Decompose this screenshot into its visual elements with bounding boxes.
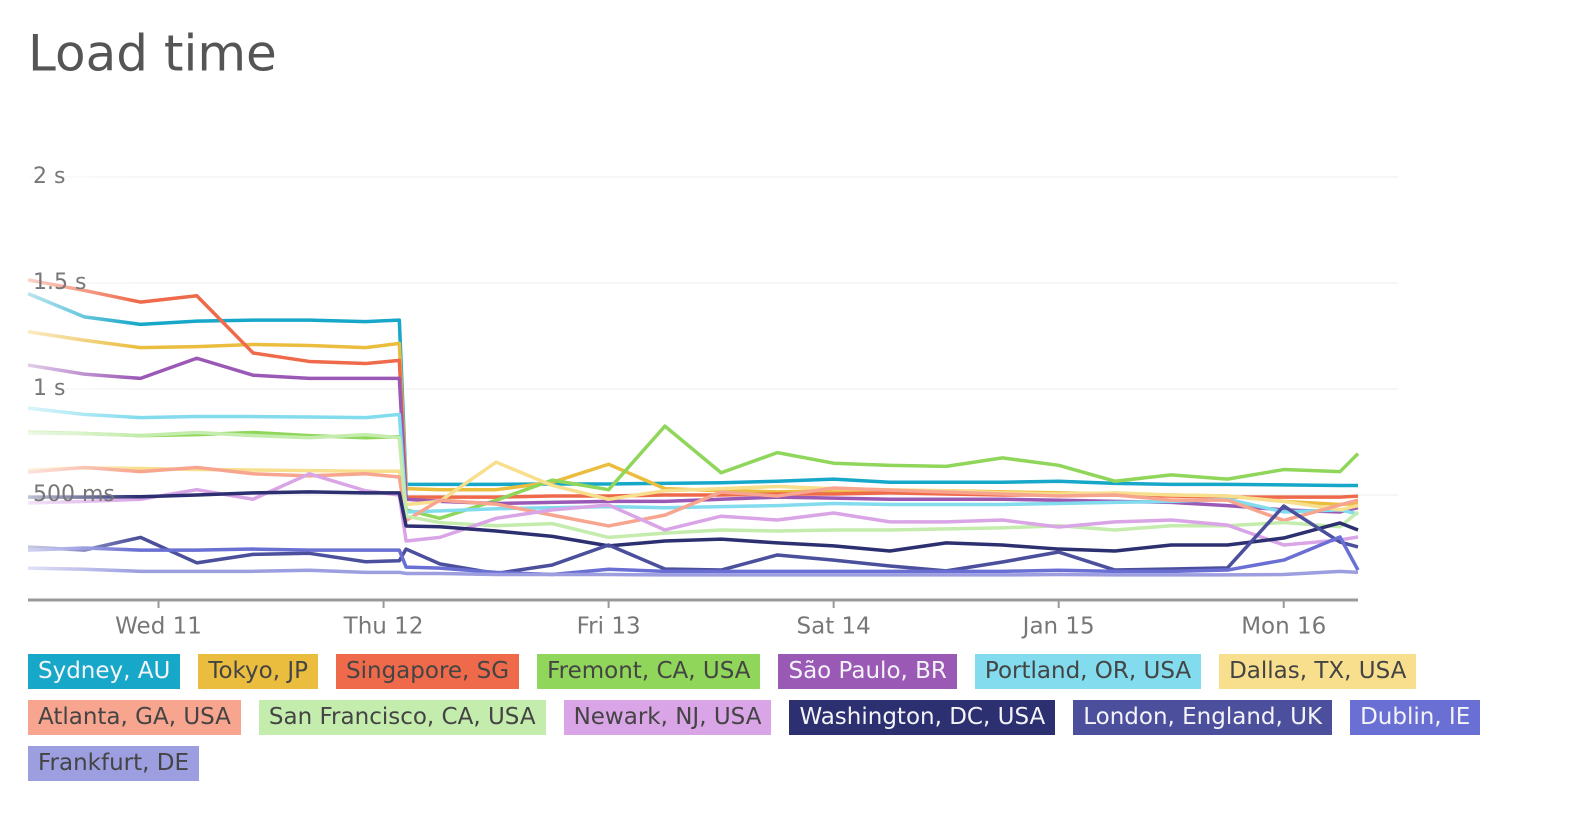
legend-item[interactable]: San Francisco, CA, USA (258, 700, 546, 735)
chart: Load time 500 ms 1 s 1.5 s 2 s Wed 11 Thu 12 F… (20, 25, 1398, 640)
series-line (27, 291, 1358, 488)
legend-item[interactable]: Dublin, IE (1350, 700, 1481, 735)
series-line (27, 535, 1360, 577)
legend: Sydney, AU Tokyo, JP Singapore, SG Fremont,… (28, 654, 1568, 781)
legend-item[interactable]: São Paulo, BR (778, 654, 957, 689)
legend-item[interactable]: Atlanta, GA, USA (28, 700, 241, 735)
legend-item[interactable]: London, England, UK (1073, 700, 1333, 735)
series-line (27, 406, 1359, 516)
series-line (27, 465, 1359, 528)
x-tick-label: Thu 12 (343, 614, 424, 640)
series-line (27, 424, 1360, 521)
legend-item[interactable]: Fremont, CA, USA (537, 654, 761, 689)
legend-item[interactable]: Frankfurt, DE (28, 746, 200, 781)
x-tick-label: Sat 14 (797, 614, 871, 640)
series-line (27, 430, 1360, 540)
legend-item[interactable]: Tokyo, JP (198, 654, 319, 689)
series-line (27, 504, 1359, 576)
series-line (27, 566, 1359, 577)
series-line (27, 472, 1359, 547)
x-tick-label: Mon 16 (1241, 614, 1326, 640)
legend-item[interactable]: Portland, OR, USA (974, 654, 1202, 689)
legend-item[interactable]: Washington, DC, USA (789, 700, 1056, 735)
x-tick-label: Fri 13 (577, 614, 641, 640)
series-line (28, 490, 1359, 553)
y-tick-label: 1 s (33, 376, 65, 401)
y-tick-label: 1.5 s (33, 270, 86, 295)
legend-item[interactable]: Singapore, SG (336, 654, 520, 689)
x-tick-label: Wed 11 (115, 614, 202, 640)
series-line (27, 460, 1359, 512)
legend-item[interactable]: Newark, NJ, USA (563, 700, 772, 735)
legend-item[interactable]: Sydney, AU (28, 654, 181, 689)
chart-title: Load time (28, 25, 277, 83)
legend-item[interactable]: Dallas, TX, USA (1219, 654, 1417, 689)
x-tick-label: Jan 15 (1021, 614, 1095, 640)
series-line (27, 278, 1359, 499)
fade-overlay (20, 150, 138, 595)
y-tick-label: 2 s (33, 164, 65, 189)
y-tick-label: 500 ms (33, 482, 115, 507)
